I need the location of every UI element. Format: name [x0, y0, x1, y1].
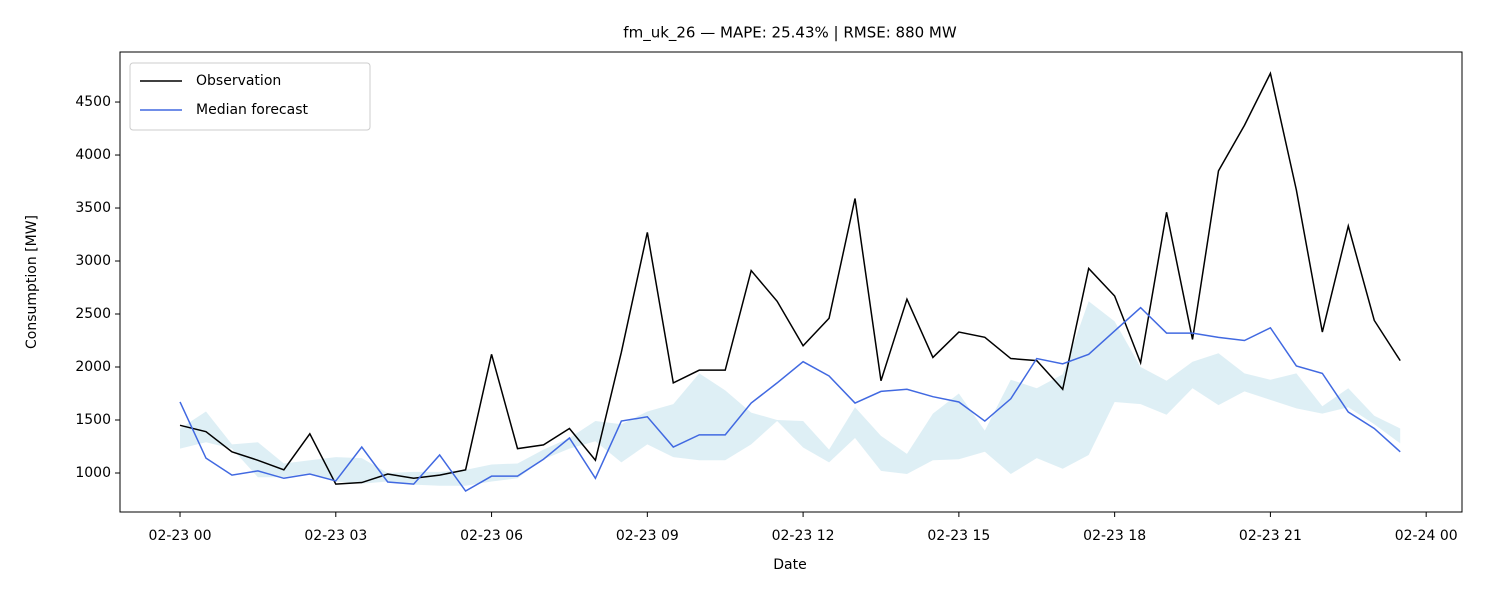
legend-label: Median forecast	[196, 102, 308, 118]
y-axis-label: Consumption [MW]	[24, 215, 40, 349]
plot-frame	[119, 51, 1463, 513]
x-axis-label: Date	[773, 557, 806, 573]
x-tick-label: 02-23 00	[149, 528, 212, 544]
series-line	[179, 306, 1401, 493]
x-tick-label: 02-24 00	[1395, 528, 1458, 544]
x-tick-label: 02-23 06	[460, 528, 523, 544]
y-tick-label: 3000	[75, 253, 111, 269]
y-tick-label: 2000	[75, 359, 111, 375]
y-tick-label: 2500	[75, 306, 111, 322]
legend: Observation Median forecast	[129, 62, 371, 131]
y-tick-label: 4000	[75, 147, 111, 163]
forecast-band	[180, 301, 1401, 486]
legend-box	[129, 62, 371, 131]
x-tick-label: 02-23 21	[1239, 528, 1302, 544]
x-tick-label: 02-23 12	[772, 528, 835, 544]
y-tick-label: 3500	[75, 200, 111, 216]
x-tick-label: 02-23 09	[616, 528, 679, 544]
x-tick-label: 02-23 18	[1083, 528, 1146, 544]
y-tick-label: 1500	[75, 412, 111, 428]
y-tick-label: 1000	[75, 465, 111, 481]
x-tick-label: 02-23 03	[304, 528, 367, 544]
chart-title: fm_uk_26 — MAPE: 25.43% | RMSE: 880 MW	[623, 24, 957, 43]
legend-label: Observation	[196, 73, 281, 89]
x-tick-label: 02-23 15	[927, 528, 990, 544]
y-tick-label: 4500	[75, 94, 111, 110]
